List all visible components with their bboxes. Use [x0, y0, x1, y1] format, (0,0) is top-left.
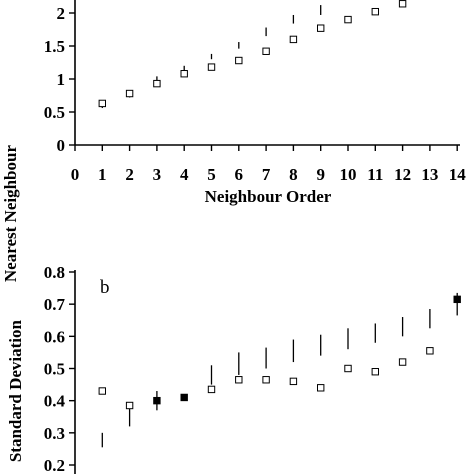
b-open-square-marker — [344, 364, 352, 373]
a-x-tick-label: 8 — [289, 165, 298, 184]
panel-b-y-axis-title: Standard Deviation — [6, 319, 25, 462]
a-x-tick-label: 11 — [367, 165, 383, 184]
a-y-tick-label: 0 — [57, 136, 66, 155]
b-y-tick-label: 0.3 — [44, 424, 65, 443]
a-open-square-marker — [125, 89, 134, 98]
panel-a-error-bars — [101, 5, 322, 109]
a-open-square-marker — [371, 7, 380, 16]
a-y-tick-label: 1 — [57, 70, 66, 89]
a-x-tick-label: 2 — [125, 165, 134, 184]
a-open-square-marker — [398, 0, 407, 8]
b-filled-square-marker — [453, 295, 461, 304]
b-open-square-marker — [371, 368, 380, 376]
a-x-tick-label: 5 — [207, 165, 216, 184]
a-open-square-marker — [153, 79, 161, 88]
a-open-square-marker — [289, 35, 298, 44]
a-x-tick-label: 7 — [262, 165, 271, 184]
panel-b-letter: b — [100, 277, 110, 298]
a-y-tick-label: 0.5 — [44, 103, 65, 122]
panel-b-error-bars — [101, 292, 458, 448]
b-filled-square-marker — [153, 396, 161, 405]
b-open-square-marker — [125, 401, 134, 410]
a-x-tick-label: 9 — [316, 165, 325, 184]
a-x-tick-label: 0 — [71, 165, 80, 184]
panel-b-y-ticks: 0.2 0.3 0.4 0.5 0.6 0.7 0.8 — [44, 263, 75, 474]
a-open-square-marker — [98, 99, 106, 108]
a-open-square-marker — [317, 24, 325, 32]
a-x-tick-label: 10 — [340, 165, 357, 184]
a-y-tick-label: 1.5 — [44, 37, 65, 56]
panel-a-markers — [98, 0, 407, 108]
panel-b-markers — [98, 295, 461, 410]
b-y-tick-label: 0.4 — [44, 392, 66, 411]
a-x-tick-label: 14 — [449, 165, 467, 184]
panel-a-y-axis-title: Nearest Neighbour — [1, 145, 20, 283]
b-y-tick-label: 0.7 — [44, 295, 66, 314]
a-x-tick-label: 1 — [98, 165, 107, 184]
b-open-square-marker — [317, 384, 325, 392]
a-x-tick-label: 12 — [394, 165, 411, 184]
a-open-square-marker — [262, 47, 270, 55]
a-open-square-marker — [235, 56, 243, 65]
a-x-tick-label: 3 — [153, 165, 162, 184]
a-x-tick-label: 6 — [235, 165, 244, 184]
b-y-tick-label: 0.8 — [44, 263, 65, 282]
a-open-square-marker — [207, 63, 216, 71]
panel-b: b 0.2 0.3 0.4 0.5 0.6 0.7 0.8 Standard Deviati… — [6, 263, 461, 474]
b-filled-square-marker — [180, 393, 188, 402]
b-open-square-marker — [207, 385, 216, 394]
b-open-square-marker — [262, 376, 270, 384]
b-y-tick-label: 0.2 — [44, 456, 65, 474]
panel-a: 00.511.52 0 1 2 3 4 5 6 7 8 9 10 11 12 13 14 Neighbour… — [1, 0, 466, 282]
a-x-tick-label: 13 — [421, 165, 438, 184]
b-open-square-marker — [289, 377, 298, 386]
b-y-tick-label: 0.6 — [44, 327, 65, 346]
b-open-square-marker — [235, 376, 243, 384]
a-open-square-marker — [180, 70, 188, 78]
b-y-tick-label: 0.5 — [44, 360, 65, 379]
b-open-square-marker — [398, 358, 407, 366]
a-open-square-marker — [344, 15, 352, 24]
panel-a-x-axis-title: Neighbour Order — [205, 187, 332, 206]
a-x-tick-label: 4 — [180, 165, 189, 184]
a-y-tick-label: 2 — [57, 4, 66, 23]
b-open-square-marker — [98, 387, 106, 395]
panel-a-x-ticks: 0 1 2 3 4 5 6 7 8 9 10 11 12 13 14 — [71, 145, 466, 184]
panel-a-y-ticks: 0 0.5 1 1.5 2 — [44, 4, 75, 155]
b-open-square-marker — [426, 347, 434, 355]
